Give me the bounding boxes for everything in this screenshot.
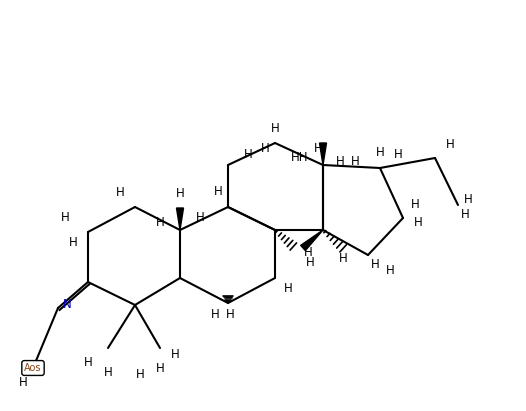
Polygon shape xyxy=(177,208,184,230)
Text: H: H xyxy=(304,245,312,259)
Text: H: H xyxy=(339,252,347,265)
Text: H: H xyxy=(376,146,385,159)
Text: H: H xyxy=(244,148,252,162)
Text: H: H xyxy=(196,212,205,224)
Text: H: H xyxy=(351,155,359,169)
Text: H: H xyxy=(156,362,164,374)
Text: H: H xyxy=(156,215,164,229)
Text: H: H xyxy=(84,356,93,369)
Text: H: H xyxy=(284,282,292,295)
Text: H: H xyxy=(18,376,27,390)
Text: H: H xyxy=(136,369,144,381)
Text: N: N xyxy=(63,298,72,312)
Text: H: H xyxy=(371,259,379,272)
Polygon shape xyxy=(319,143,327,165)
Text: H: H xyxy=(116,187,124,199)
Text: H: H xyxy=(260,141,269,155)
Polygon shape xyxy=(301,230,323,251)
Text: H: H xyxy=(60,212,69,224)
Text: H: H xyxy=(446,139,454,152)
Text: H: H xyxy=(104,367,113,379)
Text: H: H xyxy=(214,185,222,199)
Text: H: H xyxy=(210,309,219,321)
Text: H: H xyxy=(386,263,394,277)
Text: H: H xyxy=(68,236,77,249)
Text: H: H xyxy=(176,187,185,201)
Text: H: H xyxy=(413,215,422,229)
Text: H: H xyxy=(313,141,322,155)
Text: Aos: Aos xyxy=(24,363,42,373)
Text: H: H xyxy=(461,208,469,222)
Text: H: H xyxy=(411,199,419,212)
Text: H: H xyxy=(393,148,402,162)
Text: H: H xyxy=(336,155,345,169)
Text: H: H xyxy=(270,122,279,134)
Text: H: H xyxy=(306,256,315,268)
Text: H: H xyxy=(226,309,235,321)
Text: H: H xyxy=(170,349,179,362)
Text: HH: HH xyxy=(291,152,309,164)
Text: H: H xyxy=(463,194,472,206)
